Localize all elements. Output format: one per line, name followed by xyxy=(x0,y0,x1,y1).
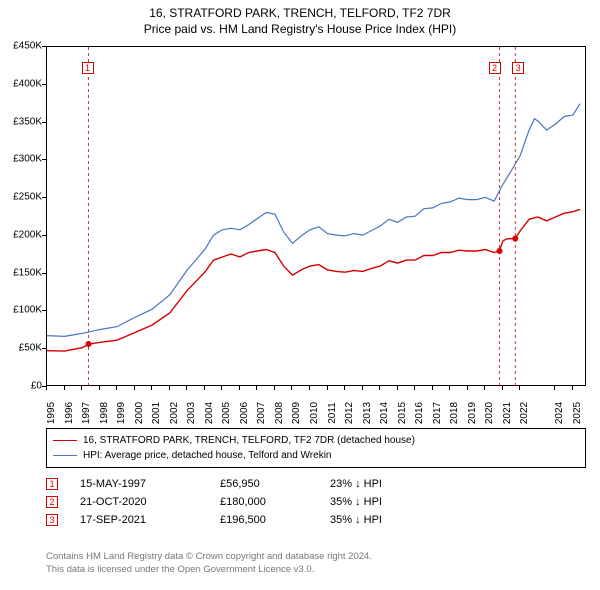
x-axis-label: 2002 xyxy=(169,402,180,424)
event-marker-3: 3 xyxy=(512,62,524,74)
x-axis-label: 2006 xyxy=(239,402,250,424)
event-date: 15-MAY-1997 xyxy=(80,478,220,490)
x-axis-label: 2025 xyxy=(572,402,583,424)
chart-plot xyxy=(46,46,586,386)
event-delta: 23% ↓ HPI xyxy=(330,478,382,490)
x-axis-label: 2000 xyxy=(134,402,145,424)
legend-label: 16, STRATFORD PARK, TRENCH, TELFORD, TF2… xyxy=(83,433,415,448)
title-address: 16, STRATFORD PARK, TRENCH, TELFORD, TF2… xyxy=(0,6,600,20)
x-axis-label: 2010 xyxy=(309,402,320,424)
event-date: 17-SEP-2021 xyxy=(80,514,220,526)
x-axis-label: 1999 xyxy=(116,402,127,424)
x-axis-label: 2001 xyxy=(151,402,162,424)
x-axis-label: 2020 xyxy=(484,402,495,424)
x-axis-label: 2004 xyxy=(204,402,215,424)
x-axis-label: 2007 xyxy=(256,402,267,424)
event-price: £196,500 xyxy=(220,514,330,526)
event-price: £56,950 xyxy=(220,478,330,490)
event-row: 1 15-MAY-1997£56,95023% ↓ HPI xyxy=(46,478,586,490)
events-table: 1 15-MAY-1997£56,95023% ↓ HPI 2 21-OCT-2020… xyxy=(46,472,586,526)
chart-svg xyxy=(47,47,587,387)
event-row-marker: 1 xyxy=(46,478,58,490)
x-axis-label: 2005 xyxy=(221,402,232,424)
y-axis-label: £0 xyxy=(2,381,42,392)
event-price: £180,000 xyxy=(220,496,330,508)
x-axis-label: 1995 xyxy=(46,402,57,424)
x-axis-label: 1998 xyxy=(99,402,110,424)
footer-line1: Contains HM Land Registry data © Crown c… xyxy=(46,550,586,563)
y-axis-label: £450K xyxy=(2,41,42,52)
event-row-marker: 2 xyxy=(46,496,58,508)
event-date: 21-OCT-2020 xyxy=(80,496,220,508)
x-axis-label: 2024 xyxy=(554,402,565,424)
legend-swatch xyxy=(53,455,77,456)
footer-line2: This data is licensed under the Open Gov… xyxy=(46,563,586,576)
x-axis-label: 2003 xyxy=(186,402,197,424)
y-axis-label: £150K xyxy=(2,267,42,278)
series-hpi xyxy=(47,104,580,337)
x-axis-label: 2016 xyxy=(414,402,425,424)
x-axis-label: 2013 xyxy=(362,402,373,424)
event-delta: 35% ↓ HPI xyxy=(330,496,382,508)
legend-item: 16, STRATFORD PARK, TRENCH, TELFORD, TF2… xyxy=(53,433,579,448)
x-axis-label: 2009 xyxy=(291,402,302,424)
event-marker-2: 2 xyxy=(489,62,501,74)
event-row: 2 21-OCT-2020£180,00035% ↓ HPI xyxy=(46,496,586,508)
series-property xyxy=(47,209,580,351)
event-row-marker: 3 xyxy=(46,514,58,526)
y-axis-label: £200K xyxy=(2,229,42,240)
y-axis-label: £350K xyxy=(2,116,42,127)
legend: 16, STRATFORD PARK, TRENCH, TELFORD, TF2… xyxy=(46,428,586,468)
y-axis-label: £100K xyxy=(2,305,42,316)
legend-item: HPI: Average price, detached house, Telf… xyxy=(53,448,579,463)
x-axis-label: 2012 xyxy=(344,402,355,424)
x-axis-label: 2014 xyxy=(379,402,390,424)
x-axis-label: 2018 xyxy=(449,402,460,424)
y-axis-label: £400K xyxy=(2,78,42,89)
x-axis-label: 2017 xyxy=(432,402,443,424)
x-axis-label: 2015 xyxy=(397,402,408,424)
event-marker-1: 1 xyxy=(82,62,94,74)
event-delta: 35% ↓ HPI xyxy=(330,514,382,526)
x-axis-label: 2019 xyxy=(467,402,478,424)
x-axis-label: 2008 xyxy=(274,402,285,424)
x-axis-label: 1996 xyxy=(64,402,75,424)
x-axis-label: 2022 xyxy=(519,402,530,424)
y-axis-label: £50K xyxy=(2,343,42,354)
event-row: 3 17-SEP-2021£196,50035% ↓ HPI xyxy=(46,514,586,526)
y-axis-label: £250K xyxy=(2,192,42,203)
legend-label: HPI: Average price, detached house, Telf… xyxy=(83,448,332,463)
x-axis-label: 1997 xyxy=(81,402,92,424)
x-axis-label: 2021 xyxy=(502,402,513,424)
chart-titles: 16, STRATFORD PARK, TRENCH, TELFORD, TF2… xyxy=(0,0,600,36)
x-axis-label: 2011 xyxy=(327,402,338,424)
title-subtitle: Price paid vs. HM Land Registry's House … xyxy=(0,22,600,36)
legend-swatch xyxy=(53,440,77,441)
y-axis-label: £300K xyxy=(2,154,42,165)
chart-area: £0£50K£100K£150K£200K£250K£300K£350K£400… xyxy=(46,46,586,386)
footer-attribution: Contains HM Land Registry data © Crown c… xyxy=(46,550,586,576)
